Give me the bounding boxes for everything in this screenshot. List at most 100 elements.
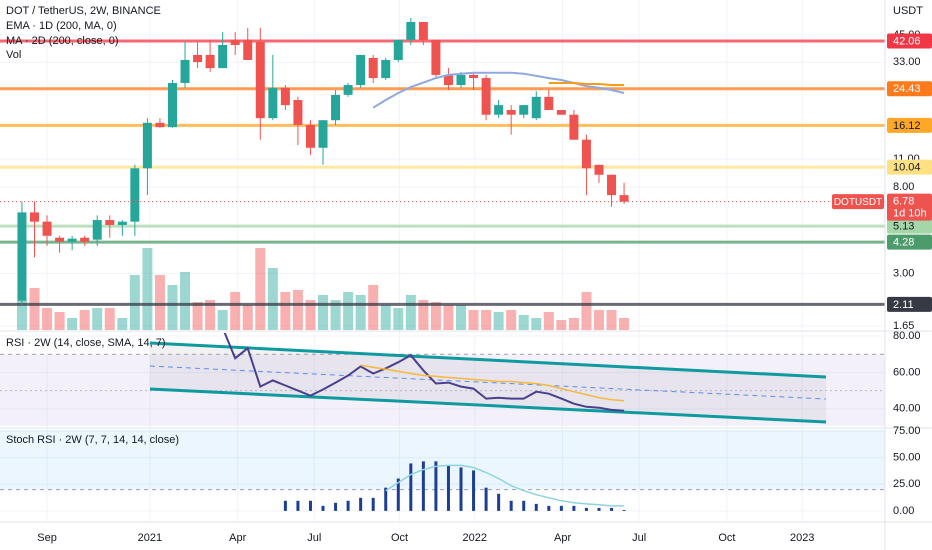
candle-body	[569, 114, 579, 140]
indicator-bands	[0, 353, 885, 491]
y-tick-label: 40.00	[893, 403, 921, 415]
x-tick-label: Jul	[632, 532, 646, 544]
candle-body	[506, 110, 516, 115]
candle-body	[293, 100, 303, 125]
candle-body	[105, 220, 115, 225]
candle-body	[142, 122, 152, 169]
level-label-box	[887, 159, 932, 175]
stoch-pane	[283, 461, 626, 511]
candle-body	[331, 94, 341, 121]
candle-body	[456, 74, 466, 86]
level-label: 16.12	[893, 120, 921, 132]
y-tick-label: 1.65	[893, 320, 914, 332]
candle-body	[305, 124, 315, 148]
x-tick-label: 2021	[138, 532, 162, 544]
volume-bar	[430, 302, 441, 330]
volume-bar	[481, 310, 492, 330]
volume-bar	[117, 318, 128, 330]
volume-bar	[343, 292, 354, 330]
volume-bar	[531, 318, 542, 330]
volume-bar	[129, 275, 140, 330]
volume-bar	[267, 268, 278, 330]
indicator-line	[360, 364, 625, 402]
price-label: 6.78	[893, 196, 914, 208]
candle-body	[193, 54, 203, 63]
stoch-title: Stoch RSI · 2W (7, 7, 14, 14, close)	[6, 434, 179, 446]
volume-bar	[16, 300, 27, 330]
candle-body	[418, 21, 428, 40]
candle-body	[393, 39, 403, 60]
volume-bar	[67, 318, 78, 330]
candle-body	[80, 237, 90, 242]
level-label: 2.11	[893, 299, 914, 311]
volume-bar	[217, 310, 228, 330]
volume-bar	[242, 305, 253, 330]
legend-entry: Vol	[6, 49, 21, 61]
indicator-line	[548, 82, 625, 86]
volume-bar	[142, 248, 153, 330]
rsi-pane	[223, 333, 625, 412]
stoch-bar	[384, 487, 388, 511]
stoch-bar	[283, 500, 287, 511]
candle-body	[280, 87, 290, 106]
volume-bar	[543, 312, 554, 330]
volume-bar	[493, 312, 504, 330]
candle-body	[619, 195, 629, 202]
stoch-bar	[321, 505, 325, 511]
level-label: 10.04	[893, 161, 921, 173]
level-label: 5.13	[893, 221, 914, 233]
volume-bar	[619, 318, 630, 330]
level-label-box	[887, 117, 932, 133]
stoch-bar	[459, 467, 463, 511]
volume-bar	[92, 308, 103, 330]
marks	[0, 18, 885, 511]
candle-body	[368, 57, 378, 79]
candle-body	[531, 96, 541, 119]
volume-bar	[205, 300, 216, 330]
stoch-bar	[371, 497, 375, 511]
volume-bar	[506, 310, 517, 330]
volume-bar	[593, 310, 604, 330]
volume-bar	[418, 300, 429, 330]
x-tick-label: Oct	[718, 532, 735, 544]
y-tick-label: 0.00	[893, 505, 914, 517]
y-tick-label: 80.00	[893, 330, 921, 342]
rsi-title: RSI · 2W (14, close, SMA, 14, 7)	[6, 337, 166, 349]
symbol-label: DOTUSDT	[834, 197, 882, 208]
volume-bar	[568, 318, 579, 330]
indicator-line	[385, 464, 625, 507]
level-label-box	[887, 81, 932, 97]
volume-bar	[29, 288, 40, 330]
stoch-bar	[359, 497, 363, 511]
currency-label: USDT	[893, 5, 923, 17]
stoch-bar	[434, 461, 438, 511]
candle-body	[17, 212, 27, 301]
candle-body	[381, 59, 391, 79]
stoch-bar	[547, 505, 551, 511]
channel-lower	[149, 387, 827, 424]
stoch-bar	[522, 500, 526, 511]
x-tick-label: 2023	[790, 532, 814, 544]
stoch-bar	[559, 505, 563, 511]
volume-bar	[380, 305, 391, 330]
volume-bar	[192, 302, 203, 330]
level-label-box	[887, 218, 932, 234]
grid	[0, 0, 885, 522]
candle-body	[230, 39, 240, 45]
volume-bar	[104, 308, 115, 330]
volume-bar	[405, 295, 416, 330]
volume-bar	[355, 295, 366, 330]
level-label-box	[887, 234, 932, 250]
x-tick-label: Jul	[307, 532, 321, 544]
candle-body	[55, 237, 65, 242]
x-tick-label: Apr	[229, 532, 246, 544]
symbol-label-box	[832, 194, 884, 210]
volume-bar	[154, 275, 165, 330]
level-label: 24.43	[893, 83, 921, 95]
stoch-bar	[622, 509, 626, 511]
candle-body	[167, 82, 177, 128]
legend-entry: MA · 2D (200, close, 0)	[6, 35, 119, 47]
candle-body	[243, 39, 253, 60]
